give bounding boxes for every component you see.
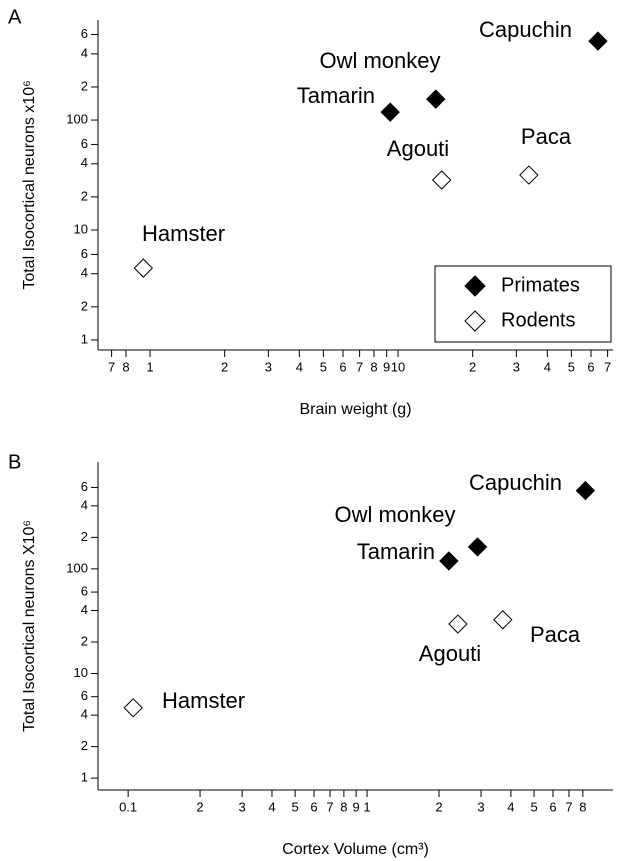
y-tick-label: 4 <box>81 265 88 280</box>
marker <box>588 31 608 51</box>
y-tick-label: 4 <box>81 707 88 722</box>
point-label: Capuchin <box>479 17 572 42</box>
x-tick-label: 7 <box>604 359 611 374</box>
point-label: Agouti <box>387 136 449 161</box>
marker <box>431 170 452 190</box>
y-tick-label: 10 <box>74 665 88 680</box>
legend-label: Primates <box>501 274 580 296</box>
y-tick-label: 100 <box>66 111 88 126</box>
y-tick-label: 1 <box>81 331 88 346</box>
marker <box>133 258 154 278</box>
x-tick-label: 7 <box>326 799 333 814</box>
x-tick-label: 6 <box>310 799 317 814</box>
marker <box>575 480 596 501</box>
marker <box>123 698 143 718</box>
point-label: Owl monkey <box>319 48 440 73</box>
x-tick-label: 3 <box>239 799 246 814</box>
y-tick-label: 100 <box>66 560 88 575</box>
x-tick-label: 8 <box>579 799 586 814</box>
y-tick-label: 4 <box>81 497 88 512</box>
legend-marker <box>464 310 486 332</box>
y-tick-label: 6 <box>81 584 88 599</box>
legend-label: Rodents <box>501 309 576 331</box>
x-tick-label: 6 <box>339 359 346 374</box>
x-tick-label: 5 <box>292 799 299 814</box>
y-tick-label: 2 <box>81 188 88 203</box>
x-tick-label: 1 <box>363 799 370 814</box>
x-tick-label: 2 <box>196 799 203 814</box>
x-tick-label: 10 <box>391 359 405 374</box>
marker <box>493 610 513 630</box>
x-tick-label: 8 <box>122 359 129 374</box>
point-label: Agouti <box>419 641 481 666</box>
y-tick-label: 6 <box>81 26 88 41</box>
y-tick-label: 2 <box>81 298 88 313</box>
legend-box <box>434 265 612 343</box>
point-label: Hamster <box>162 688 245 713</box>
x-tick-label: 4 <box>507 799 514 814</box>
x-tick-label: 3 <box>477 799 484 814</box>
x-axis-label: Brain weight (g) <box>299 401 411 418</box>
point-label: Paca <box>530 622 581 647</box>
x-tick-label: 3 <box>265 359 272 374</box>
x-tick-label: 6 <box>549 799 556 814</box>
point-label: Tamarin <box>357 539 435 564</box>
x-tick-label: 8 <box>340 799 347 814</box>
y-tick-label: 2 <box>81 529 88 544</box>
point-label: Hamster <box>142 221 225 246</box>
marker <box>519 165 539 185</box>
y-tick-label: 6 <box>81 136 88 151</box>
legend-marker <box>464 275 486 297</box>
point-label: Paca <box>521 124 572 149</box>
x-tick-label: 5 <box>530 799 537 814</box>
x-tick-label: 4 <box>268 799 275 814</box>
x-tick-label: 7 <box>108 359 115 374</box>
panel-label: B <box>8 451 21 473</box>
y-tick-label: 2 <box>81 633 88 648</box>
point-label: Owl monkey <box>334 502 455 527</box>
marker <box>380 102 400 122</box>
x-tick-label: 8 <box>370 359 377 374</box>
marker <box>426 89 446 109</box>
y-tick-label: 2 <box>81 738 88 753</box>
y-tick-label: 6 <box>81 688 88 703</box>
x-tick-label: 3 <box>513 359 520 374</box>
x-tick-label: 2 <box>469 359 476 374</box>
y-tick-label: 6 <box>81 479 88 494</box>
point-label: Capuchin <box>469 470 562 495</box>
x-tick-label: 2 <box>221 359 228 374</box>
y-tick-label: 10 <box>74 221 88 236</box>
y-tick-label: 1 <box>81 770 88 785</box>
panel-label: A <box>8 6 22 28</box>
y-tick-label: 2 <box>81 78 88 93</box>
x-tick-label: 5 <box>320 359 327 374</box>
x-tick-label: 1 <box>146 359 153 374</box>
x-tick-label: 5 <box>568 359 575 374</box>
x-tick-label: 9 <box>353 799 360 814</box>
x-tick-label: 4 <box>296 359 303 374</box>
y-tick-label: 6 <box>81 246 88 261</box>
x-tick-label: 4 <box>544 359 551 374</box>
point-label: Tamarin <box>297 83 375 108</box>
x-tick-label: 2 <box>435 799 442 814</box>
marker <box>467 537 488 557</box>
marker <box>448 614 468 634</box>
y-tick-label: 4 <box>81 602 88 617</box>
y-tick-label: 4 <box>81 45 88 60</box>
x-tick-label: 0.1 <box>119 799 137 814</box>
x-tick-label: 6 <box>587 359 594 374</box>
marker <box>439 551 459 571</box>
y-tick-label: 4 <box>81 155 88 170</box>
x-tick-label: 7 <box>356 359 363 374</box>
y-axis-label: Total Isocortical neurons X10⁶ <box>21 520 38 732</box>
x-axis-label: Cortex Volume (cm³) <box>282 841 429 858</box>
y-axis-label: Total Isocortical neurons x10⁶ <box>21 80 38 289</box>
x-tick-label: 9 <box>383 359 390 374</box>
x-tick-label: 7 <box>565 799 572 814</box>
